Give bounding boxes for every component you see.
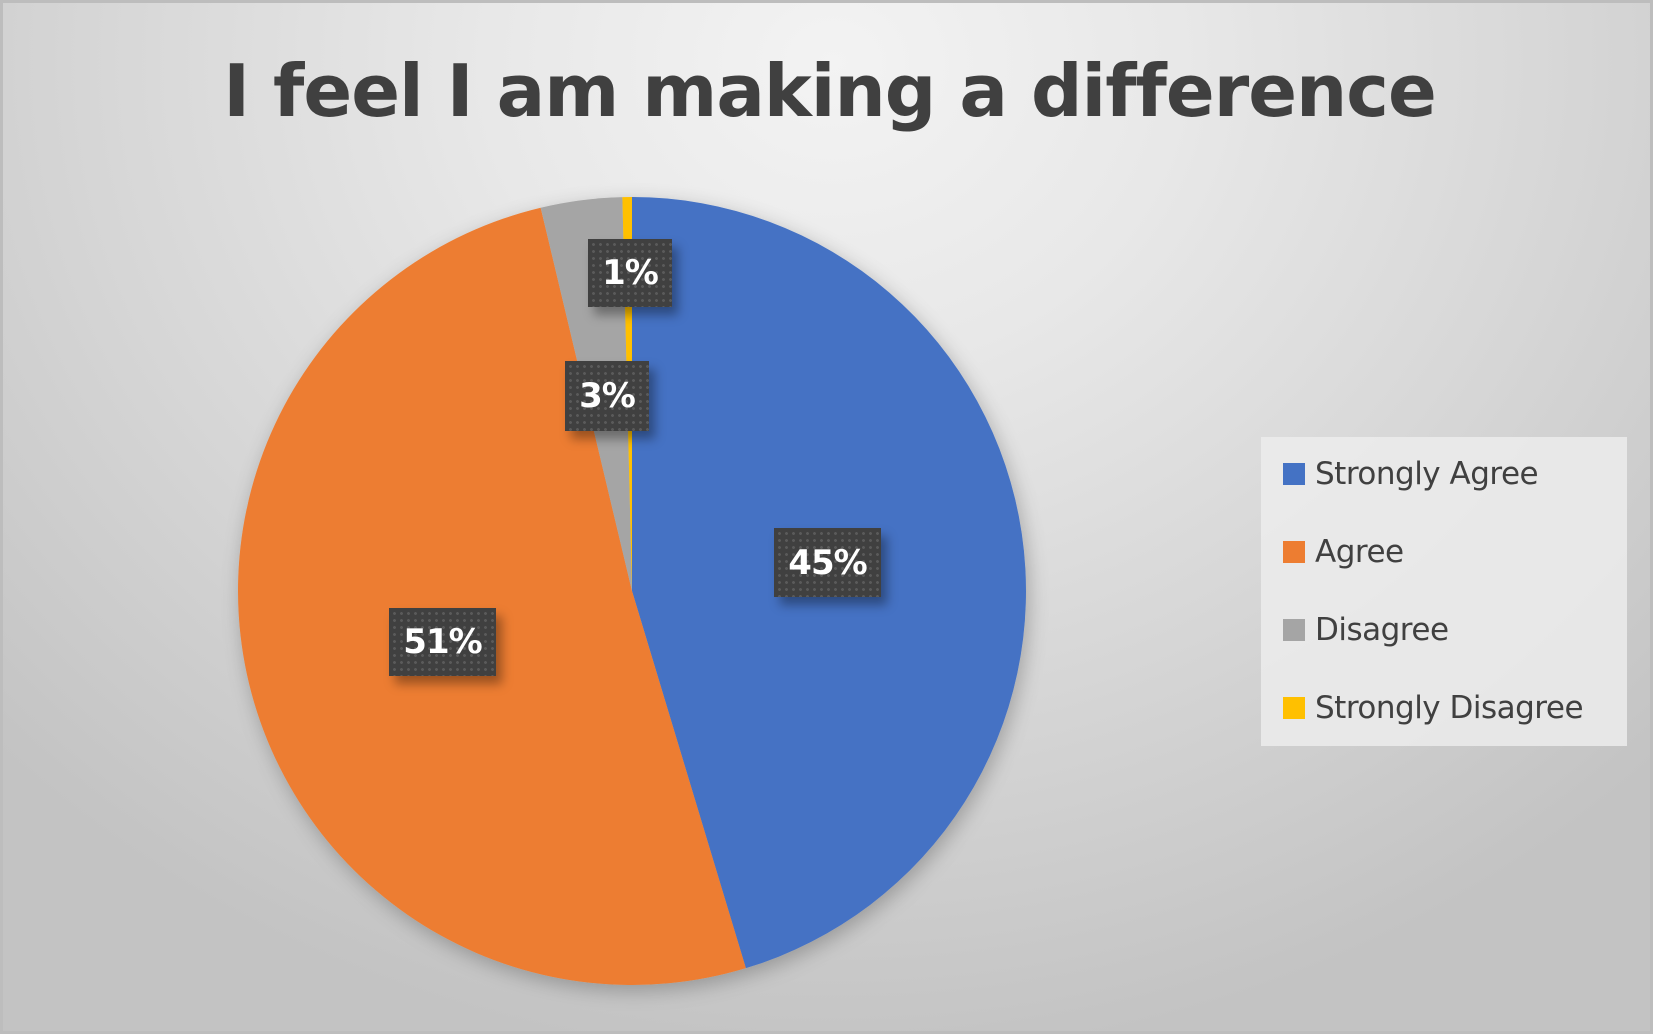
- data-label-strongly-disagree[interactable]: 1%: [588, 239, 672, 307]
- legend-label: Agree: [1315, 534, 1404, 570]
- legend-swatch-yellow-icon: [1283, 697, 1305, 719]
- data-label-disagree[interactable]: 3%: [565, 361, 649, 431]
- data-label-strongly-agree[interactable]: 45%: [774, 528, 881, 597]
- chart-legend[interactable]: Strongly Agree Agree Disagree Strongly D…: [1261, 437, 1627, 746]
- legend-item-agree[interactable]: Agree: [1283, 532, 1404, 572]
- legend-swatch-blue-icon: [1283, 463, 1305, 485]
- legend-item-disagree[interactable]: Disagree: [1283, 610, 1449, 650]
- legend-label: Strongly Disagree: [1315, 690, 1584, 726]
- legend-swatch-orange-icon: [1283, 541, 1305, 563]
- legend-item-strongly-agree[interactable]: Strongly Agree: [1283, 454, 1539, 494]
- pie-slice-agree[interactable]: [238, 207, 746, 985]
- legend-label: Strongly Agree: [1315, 456, 1539, 492]
- legend-swatch-gray-icon: [1283, 619, 1305, 641]
- legend-label: Disagree: [1315, 612, 1449, 648]
- chart-title: I feel I am making a difference: [223, 49, 1437, 133]
- data-label-agree[interactable]: 51%: [389, 608, 496, 676]
- legend-item-strongly-disagree[interactable]: Strongly Disagree: [1283, 688, 1584, 728]
